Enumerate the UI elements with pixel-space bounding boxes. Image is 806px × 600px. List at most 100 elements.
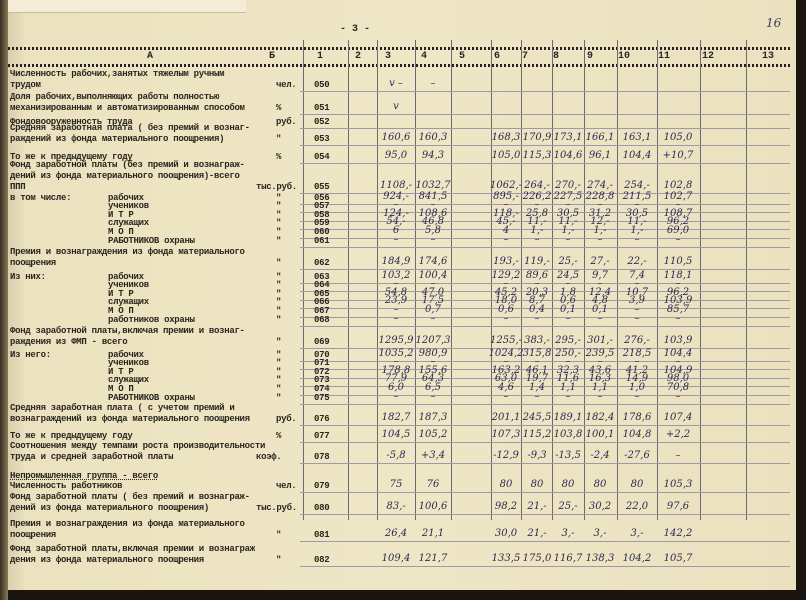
row-code: 078: [314, 452, 330, 462]
row-code: 082: [314, 555, 330, 565]
cell-value: 1035,2: [378, 348, 414, 359]
cell-value: 63,0: [494, 373, 518, 384]
row-label: То же к предыдущему году: [10, 152, 133, 162]
cell-value: 239,5: [585, 348, 615, 359]
row-label: рабочих: [108, 193, 144, 203]
cell-value: 115,2: [522, 429, 552, 440]
row-code: 069: [314, 337, 330, 347]
row-label: Фонд заработной платы,включая премии и в…: [10, 544, 255, 554]
cell-value: –: [634, 199, 640, 210]
cell-value: 96,2: [666, 287, 690, 298]
row-code: 059: [314, 218, 330, 228]
row-rule: [300, 269, 790, 270]
cell-value: 95,0: [384, 150, 408, 161]
cell-value: 104,4: [622, 150, 652, 161]
cell-value: 160,3: [418, 132, 448, 143]
header-col-2: 2: [354, 51, 362, 62]
cell-value: –: [597, 234, 603, 245]
cell-value: 54,8: [384, 287, 408, 298]
column-rule: [521, 40, 522, 520]
cell-value: 6: [392, 225, 400, 236]
cell-value: 30,5: [625, 208, 649, 219]
cell-value: 193,-: [493, 256, 519, 267]
row-rule: [300, 145, 790, 146]
cell-value: 6,5: [425, 382, 441, 393]
cell-value: 383,-: [524, 335, 550, 346]
cell-value: +3,4: [420, 450, 446, 461]
header-col-13: 13: [761, 51, 775, 62]
row-code: 070: [314, 350, 330, 360]
row-unit: ": [276, 555, 282, 565]
cell-value: –: [534, 278, 540, 289]
cell-value: 105,3: [663, 479, 693, 490]
row-label-prefix: Из него:: [10, 350, 51, 360]
cell-value: 100,4: [418, 270, 448, 281]
column-rule: [377, 40, 378, 520]
row-code: 071: [314, 358, 330, 368]
row-label: И Т Р: [108, 289, 134, 299]
cell-value: 102,8: [663, 180, 693, 191]
row-label-prefix: в том числе:: [10, 193, 72, 203]
header-col-3: 3: [384, 51, 392, 62]
cell-value: 23,9: [384, 295, 408, 306]
row-rule: [300, 308, 790, 309]
cell-value: 75: [389, 479, 403, 490]
cell-value: –: [430, 234, 436, 245]
cell-value: –: [393, 313, 399, 324]
cell-value: –: [534, 234, 540, 245]
row-label: работников охраны: [108, 315, 195, 325]
cell-value: 83,-: [386, 501, 406, 512]
cell-value: 89,6: [525, 270, 549, 281]
cell-value: 98,0: [666, 373, 690, 384]
previous-page-edge: [6, 0, 246, 13]
row-rule: [300, 425, 790, 426]
row-unit: ": [276, 384, 282, 394]
row-unit: ": [276, 367, 282, 377]
cell-value: +10,7: [662, 150, 694, 161]
cell-value: 18,0: [494, 295, 518, 306]
row-label: Численность работников: [10, 481, 123, 491]
row-label: учеников: [108, 201, 149, 211]
row-label: И Т Р: [108, 210, 134, 220]
row-code: 077: [314, 431, 330, 441]
cell-value: 1,0: [629, 382, 645, 393]
row-label: дений из фонда материального поощрения)-…: [10, 171, 240, 181]
cell-value: 30,2: [588, 501, 612, 512]
cell-value: 97,6: [666, 501, 690, 512]
header-col-1: 1: [316, 51, 324, 62]
cell-value: 19,7: [525, 373, 549, 384]
cell-value: 107,3: [491, 429, 521, 440]
cell-value: 64,3: [421, 373, 445, 384]
cell-value: 11,-: [527, 216, 547, 227]
cell-value: 270,-: [555, 180, 581, 191]
cell-value: 100,1: [585, 429, 615, 440]
row-rule: [300, 229, 790, 230]
cell-value: 3,-: [630, 528, 644, 539]
cell-value: –: [503, 278, 509, 289]
cell-value: 45,-: [496, 216, 516, 227]
row-rule: [300, 300, 790, 301]
row-code: 053: [314, 134, 330, 144]
cell-value: 3,-: [593, 528, 607, 539]
cell-value: 182,4: [585, 412, 615, 423]
cell-value: 32,3: [556, 365, 580, 376]
cell-value: 80: [530, 479, 544, 490]
cell-value: 0,6: [498, 304, 514, 315]
cell-value: –: [634, 278, 640, 289]
cell-value: 4,6: [498, 382, 514, 393]
cell-value: –: [565, 356, 571, 367]
header-col-10: 10: [617, 51, 631, 62]
row-code: 057: [314, 201, 330, 211]
cell-value: –: [534, 199, 540, 210]
row-label: Премия и вознаграждения из фонда материа…: [10, 519, 245, 529]
cell-value: 46,8: [421, 216, 445, 227]
cell-value: 46,1: [525, 365, 549, 376]
cell-value: –: [565, 313, 571, 324]
cell-value: 103,8: [553, 429, 583, 440]
row-label: рабочих: [108, 272, 144, 282]
cell-value: –: [675, 391, 681, 402]
cell-value: 211,5: [622, 191, 652, 202]
row-unit: ": [276, 315, 282, 325]
cell-value: 895,-: [493, 191, 519, 202]
cell-value: 24,5: [556, 270, 580, 281]
